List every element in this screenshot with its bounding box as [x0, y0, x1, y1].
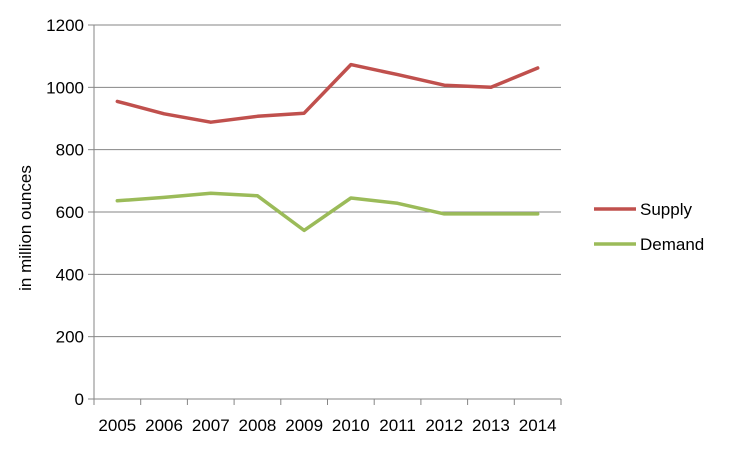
- legend-label-demand: Demand: [640, 235, 704, 254]
- y-tick-label: 0: [75, 390, 84, 409]
- x-tick-label: 2011: [379, 416, 416, 435]
- x-tick-label: 2013: [472, 416, 510, 435]
- legend: Supply Demand: [594, 200, 704, 254]
- series-line-demand: [115, 191, 540, 233]
- y-tick-label: 200: [56, 328, 84, 347]
- x-tick-label: 2008: [239, 416, 277, 435]
- y-axis-title: in million ounces: [16, 165, 35, 291]
- x-tick-labels: 2005 2006 2007 2008 2009 2010 2011 2012 2013 2014: [98, 416, 556, 435]
- y-tick-label: 600: [56, 203, 84, 222]
- x-tick-label: 2014: [519, 416, 557, 435]
- legend-label-supply: Supply: [640, 200, 692, 219]
- x-tick-label: 2006: [145, 416, 183, 435]
- y-tick-labels: 0 200 400 600 800 1000 1200: [46, 16, 84, 409]
- series-line-supply: [115, 62, 540, 124]
- y-tick-label: 400: [56, 265, 84, 284]
- axes: [88, 24, 562, 405]
- x-tick-label: 2009: [285, 416, 323, 435]
- y-tick-label: 800: [56, 141, 84, 160]
- x-tick-label: 2005: [98, 416, 136, 435]
- x-tick-label: 2010: [332, 416, 370, 435]
- x-tick-label: 2007: [192, 416, 230, 435]
- x-tick-label: 2012: [425, 416, 463, 435]
- series-lines: [115, 62, 540, 233]
- y-tick-label: 1200: [46, 16, 84, 35]
- gridlines: [94, 24, 561, 338]
- y-tick-label: 1000: [46, 78, 84, 97]
